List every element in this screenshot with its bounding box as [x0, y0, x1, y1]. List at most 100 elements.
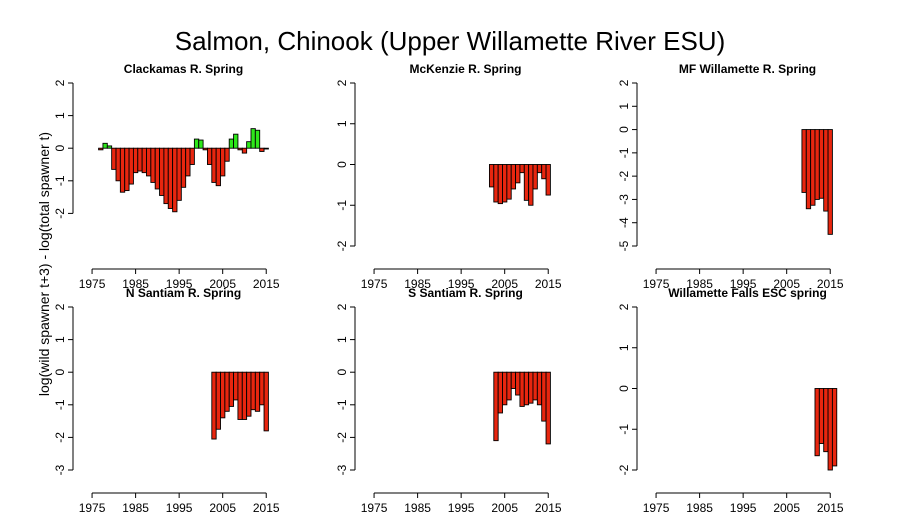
y-tick-label: -1: [617, 424, 631, 435]
bar: [259, 147, 265, 152]
panel-5: S Santiam R. Spring -3 -2 -1 0 1 2 1975 1985 1995…: [335, 286, 562, 515]
y-tick-label: 0: [53, 145, 67, 152]
bar: [189, 147, 195, 165]
x-tick-label: 2005: [491, 277, 518, 291]
bar: [532, 164, 538, 190]
bar: [523, 371, 530, 406]
x-tick-label: 2005: [773, 277, 800, 291]
x-tick-label: 2015: [253, 277, 280, 291]
x-tick-label: 1995: [166, 277, 193, 291]
y-tick-label: 1: [53, 112, 67, 119]
bar: [146, 147, 152, 177]
x-tick-label: 1995: [448, 277, 475, 291]
bar: [246, 141, 252, 149]
x-tick-label: 1975: [79, 277, 106, 291]
bar: [237, 147, 243, 151]
bar: [141, 147, 147, 174]
x-tick-label: 2005: [491, 501, 518, 515]
bar: [215, 147, 221, 187]
x-tick-label: 1985: [404, 501, 431, 515]
bar: [115, 147, 121, 182]
panel-6: Willamette Falls ESC spring -2 -1 0 1 2 1975 19…: [617, 286, 844, 515]
bar: [163, 147, 169, 205]
y-tick-label: -2: [53, 208, 67, 219]
bar: [823, 388, 829, 453]
x-tick-label: 2005: [209, 501, 236, 515]
bar: [211, 147, 217, 183]
bar: [241, 371, 248, 420]
bar: [831, 388, 838, 467]
bar: [263, 371, 269, 432]
bar: [536, 164, 543, 174]
y-tick-label: 2: [53, 303, 67, 310]
panel-4: N Santiam R. Spring -3 -2 -1 0 1 2 1975 1985 1995…: [53, 286, 280, 515]
bar: [176, 147, 182, 201]
bar: [172, 147, 178, 213]
x-tick-label: 1995: [448, 501, 475, 515]
y-tick-label: -2: [335, 240, 349, 251]
panel-title: S Santiam R. Spring: [408, 286, 523, 300]
bar: [805, 129, 812, 210]
bar: [198, 139, 204, 149]
bar: [541, 164, 547, 180]
bar: [254, 371, 261, 412]
x-tick-label: 2015: [817, 501, 844, 515]
y-tick-label: 1: [53, 336, 67, 343]
x-tick-label: 1995: [730, 277, 757, 291]
x-tick-label: 2015: [535, 501, 562, 515]
bar: [224, 371, 230, 412]
x-tick-label: 1975: [361, 277, 388, 291]
y-tick-label: 1: [335, 120, 349, 127]
panel-title: McKenzie R. Spring: [409, 62, 521, 76]
y-tick-label: 0: [335, 161, 349, 168]
x-tick-label: 1985: [686, 501, 713, 515]
bar: [185, 147, 191, 177]
bar: [818, 129, 825, 199]
y-tick-label: 0: [617, 126, 631, 133]
bar: [814, 388, 820, 457]
bar: [206, 147, 213, 165]
bar: [545, 371, 551, 445]
x-tick-label: 1995: [730, 501, 757, 515]
x-tick-label: 2015: [817, 277, 844, 291]
y-tick-label: -2: [617, 464, 631, 475]
y-tick-label: 2: [617, 303, 631, 310]
x-tick-label: 1985: [122, 501, 149, 515]
y-tick-label: -3: [335, 464, 349, 475]
bar: [106, 145, 113, 149]
y-tick-label: 0: [617, 385, 631, 392]
y-tick-label: 2: [335, 79, 349, 86]
bar: [493, 164, 499, 203]
bar: [220, 147, 226, 177]
y-tick-label: -2: [53, 432, 67, 443]
bar: [250, 371, 256, 411]
bar: [150, 147, 156, 183]
y-tick-label: -5: [617, 240, 631, 251]
x-tick-label: 2015: [253, 501, 280, 515]
y-tick-label: -1: [53, 399, 67, 410]
x-tick-label: 1975: [79, 501, 106, 515]
bar: [523, 164, 530, 201]
panel-1: Clackamas R. Spring -2 -1 0 1 2 1975 1985 1995 20…: [53, 62, 280, 291]
bar: [502, 371, 508, 406]
bar: [827, 388, 833, 471]
bar: [519, 164, 525, 174]
bar: [510, 371, 517, 389]
bar: [159, 147, 165, 196]
bar: [541, 371, 547, 422]
y-tick-label: -2: [617, 170, 631, 181]
y-tick-label: -3: [617, 194, 631, 205]
y-tick-label: -3: [53, 464, 67, 475]
bar: [111, 147, 117, 170]
x-tick-label: 1985: [404, 277, 431, 291]
y-tick-label: -1: [53, 175, 67, 186]
bar: [502, 164, 508, 203]
bar: [259, 371, 265, 406]
panel-title: Willamette Falls ESC spring: [668, 286, 827, 300]
y-tick-label: 2: [53, 79, 67, 86]
y-tick-label: 2: [335, 303, 349, 310]
x-tick-label: 2015: [535, 277, 562, 291]
bar: [246, 371, 252, 417]
bar: [528, 371, 534, 404]
bar: [814, 129, 820, 200]
